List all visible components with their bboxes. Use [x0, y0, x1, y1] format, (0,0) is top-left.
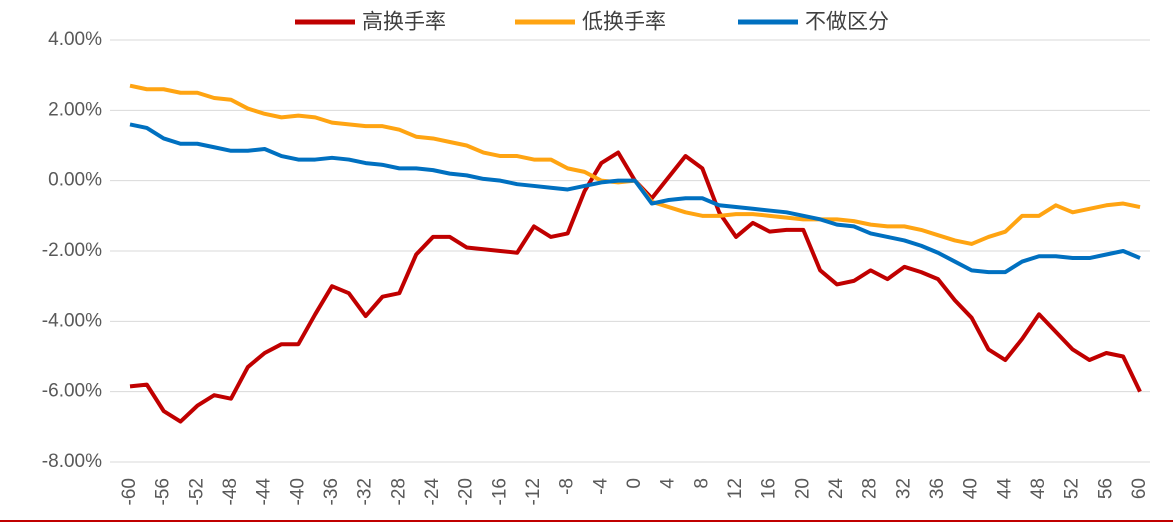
y-tick-label: -8.00%: [42, 451, 102, 472]
x-tick-label: 20: [792, 478, 813, 499]
x-tick-label: 28: [860, 478, 881, 499]
x-tick-label: -44: [254, 478, 275, 506]
x-tick-label: 48: [1028, 478, 1049, 499]
x-tick-label: -56: [153, 478, 174, 505]
x-tick-label: 56: [1095, 478, 1116, 499]
x-tick-label: -36: [321, 478, 342, 505]
y-tick-label: -4.00%: [42, 310, 102, 331]
y-tick-label: 0.00%: [48, 170, 102, 191]
x-tick-label: -40: [287, 478, 308, 505]
x-tick-label: 36: [927, 478, 948, 499]
x-tick-label: -20: [456, 478, 477, 505]
series-line: [129, 83, 1141, 246]
legend-text: 不做区分: [805, 11, 889, 34]
x-tick-label: 16: [759, 478, 780, 499]
x-tick-label: -60: [119, 478, 140, 505]
series-line: [129, 150, 1142, 424]
x-tick-label: 32: [893, 478, 914, 499]
legend-text: 低换手率: [582, 11, 666, 34]
y-tick-label: 4.00%: [48, 29, 102, 50]
y-tick-label: -2.00%: [42, 240, 102, 261]
x-tick-label: 60: [1129, 478, 1150, 499]
x-tick-label: 44: [994, 478, 1015, 500]
x-tick-label: 8: [691, 478, 712, 489]
x-tick-label: -28: [388, 478, 409, 505]
x-tick-label: -52: [186, 478, 207, 505]
y-tick-label: 2.00%: [48, 99, 102, 120]
legend-text: 高换手率: [362, 11, 446, 34]
series-line: [129, 122, 1141, 275]
x-tick-label: -8: [557, 478, 578, 495]
x-tick-label: -24: [422, 478, 443, 506]
x-tick-label: 40: [961, 478, 982, 499]
x-tick-label: -4: [590, 478, 611, 495]
x-tick-label: 0: [624, 478, 645, 489]
x-tick-label: -48: [220, 478, 241, 505]
x-tick-label: 12: [725, 478, 746, 499]
x-tick-label: 52: [1062, 478, 1083, 499]
x-tick-label: 4: [658, 478, 679, 489]
x-tick-label: -12: [523, 478, 544, 505]
x-tick-label: -32: [355, 478, 376, 505]
x-tick-label: -16: [489, 478, 510, 505]
y-tick-label: -6.00%: [42, 381, 102, 402]
x-tick-label: 24: [826, 478, 847, 500]
